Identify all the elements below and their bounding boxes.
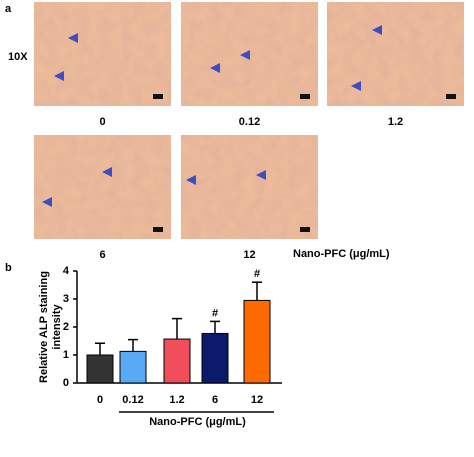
significance-mark: # bbox=[254, 268, 260, 280]
bar bbox=[86, 354, 114, 384]
bar bbox=[243, 299, 271, 384]
bar bbox=[163, 338, 191, 384]
x-axis-label: Nano-PFC (μg/mL) bbox=[149, 416, 246, 428]
image-label: 12 bbox=[243, 249, 255, 261]
scale-bar bbox=[446, 94, 456, 99]
arrowhead bbox=[210, 63, 220, 73]
panel-label: b bbox=[5, 262, 12, 274]
magnification-label: 10X bbox=[8, 51, 28, 63]
image-label: 6 bbox=[99, 249, 105, 261]
scale-bar bbox=[300, 227, 310, 232]
scale-bar bbox=[300, 94, 310, 99]
arrowhead bbox=[42, 197, 52, 207]
scale-bar bbox=[153, 227, 163, 232]
arrowhead bbox=[102, 167, 112, 177]
panel-label: a bbox=[5, 3, 12, 15]
x-tick-label: 12 bbox=[251, 394, 263, 406]
significance-mark: # bbox=[212, 307, 218, 319]
arrowhead bbox=[54, 71, 64, 81]
x-tick-label: 0.12 bbox=[122, 394, 143, 406]
y-tick-label: 4 bbox=[63, 265, 70, 277]
y-tick-label: 2 bbox=[63, 321, 69, 333]
arrowhead bbox=[186, 175, 196, 185]
micrograph bbox=[34, 135, 171, 239]
arrowhead bbox=[68, 33, 78, 43]
scale-bar bbox=[153, 94, 163, 99]
y-axis-label-line: Relative ALP staining bbox=[38, 271, 50, 383]
y-tick-label: 0 bbox=[63, 377, 69, 389]
y-axis-label: Relative ALP stainingintensity bbox=[38, 271, 63, 383]
bar bbox=[119, 350, 147, 384]
x-tick-label: 0 bbox=[97, 394, 103, 406]
y-tick-label: 1 bbox=[63, 349, 69, 361]
x-tick-label: 6 bbox=[212, 394, 218, 406]
arrowhead bbox=[240, 50, 250, 60]
micrograph bbox=[34, 2, 171, 106]
y-axis-label-line: intensity bbox=[51, 304, 63, 350]
arrowhead bbox=[351, 81, 361, 91]
x-tick-label: 1.2 bbox=[169, 394, 184, 406]
arrowhead bbox=[256, 170, 266, 180]
image-label: 0 bbox=[99, 116, 105, 128]
y-tick-label: 3 bbox=[63, 293, 69, 305]
arrowhead bbox=[372, 25, 382, 35]
dose-axis-label: Nano-PFC (μg/mL) bbox=[293, 248, 390, 260]
micrograph bbox=[181, 135, 318, 239]
image-label: 1.2 bbox=[388, 116, 403, 128]
image-label: 0.12 bbox=[239, 116, 260, 128]
micrograph bbox=[327, 2, 464, 106]
bar bbox=[201, 332, 229, 384]
